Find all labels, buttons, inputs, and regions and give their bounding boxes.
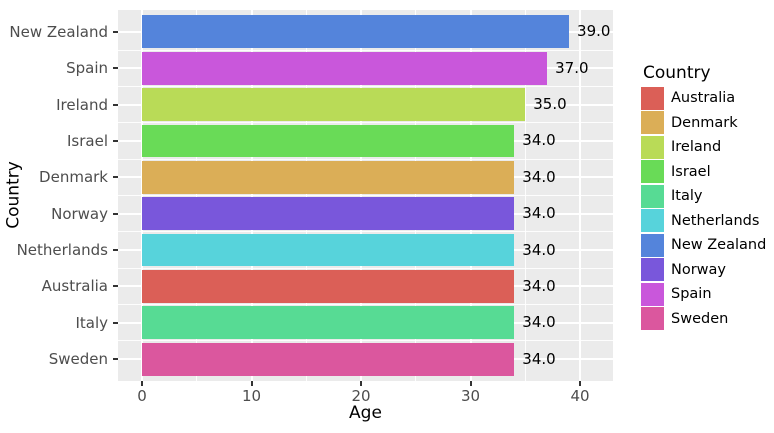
x-tick-label: 20 [351, 387, 371, 405]
y-tick-mark [113, 285, 118, 288]
bar-value-label: 34.0 [522, 204, 556, 223]
bar [142, 342, 515, 376]
gridline-minor-horizontal [118, 195, 613, 196]
bar [142, 160, 515, 194]
y-tick-label: New Zealand [9, 22, 108, 41]
plot-panel: 39.0 37.0 35.0 34.0 34.0 34.0 34.0 34.0 34.0 34.0 [118, 10, 613, 381]
bar [142, 88, 526, 121]
legend-entry: Denmark [641, 111, 766, 136]
y-tick-label: Denmark [39, 168, 108, 187]
legend-entry: Netherlands [641, 209, 766, 234]
bar [142, 15, 570, 49]
bar-value-label: 34.0 [522, 313, 556, 332]
legend-entries: Australia Denmark Ireland Israel Italy Nether… [641, 86, 766, 331]
legend-swatch [641, 209, 664, 233]
x-tick-mark [250, 381, 253, 386]
bar [142, 197, 515, 231]
y-tick-mark [113, 103, 118, 106]
bar [142, 233, 515, 267]
y-tick-mark [113, 321, 118, 324]
gridline-minor-horizontal [118, 267, 613, 269]
legend-entry: Italy [641, 184, 766, 209]
legend-swatch [641, 282, 664, 306]
y-tick-label: Norway [51, 204, 108, 223]
y-tick-mark [113, 30, 118, 33]
bar-value-label: 35.0 [533, 95, 567, 114]
legend: Country Australia Denmark Ireland Israel Ita… [641, 63, 766, 331]
legend-swatch [641, 258, 664, 282]
x-tick-label: 0 [137, 387, 147, 405]
legend-swatch [641, 233, 664, 257]
legend-swatch [641, 135, 664, 159]
gridline-minor-horizontal [118, 231, 613, 233]
bar-value-label: 34.0 [522, 167, 556, 186]
x-tick-mark [360, 381, 362, 386]
legend-entry: Australia [641, 86, 766, 111]
legend-swatch [641, 307, 664, 331]
bar-value-label: 34.0 [522, 349, 556, 368]
x-tick-mark [469, 381, 472, 386]
y-tick-label: Australia [41, 277, 108, 296]
legend-entry-label: New Zealand [671, 237, 767, 254]
y-tick-label: Ireland [56, 95, 108, 114]
y-tick-label: Netherlands [16, 241, 108, 260]
legend-entry: Norway [641, 258, 766, 283]
legend-entry-label: Australia [671, 90, 736, 107]
legend-entry-label: Netherlands [671, 212, 760, 229]
bar-value-label: 37.0 [555, 58, 589, 77]
legend-swatch [641, 86, 664, 110]
y-tick-label: Spain [66, 59, 108, 78]
gridline-minor-horizontal [118, 85, 613, 87]
x-tick-mark [579, 381, 581, 386]
x-tick-label: 40 [570, 387, 590, 405]
y-tick-label: Israel [67, 131, 108, 150]
bar [142, 270, 515, 303]
legend-entry: Spain [641, 282, 766, 307]
y-tick-mark [113, 67, 118, 70]
bar-value-label: 34.0 [522, 131, 556, 150]
gridline-minor-horizontal [118, 340, 613, 342]
gridline-minor-horizontal [118, 158, 613, 160]
x-tick-mark [141, 381, 143, 386]
bar [142, 306, 515, 340]
y-tick-mark [113, 176, 118, 179]
gridline-minor-horizontal [118, 304, 613, 306]
legend-entry-label: Spain [671, 286, 712, 303]
bar [142, 124, 515, 158]
legend-swatch [641, 160, 664, 184]
legend-entry-label: Italy [671, 188, 703, 205]
y-tick-mark [113, 139, 118, 142]
bar-value-label: 39.0 [577, 22, 611, 41]
y-tick-mark [113, 249, 118, 252]
legend-entry-label: Denmark [671, 114, 738, 131]
y-tick-label: Italy [75, 313, 108, 332]
legend-entry-label: Norway [671, 261, 727, 278]
y-tick-mark [113, 212, 118, 215]
gridline-minor-horizontal [118, 49, 613, 51]
legend-title: Country [643, 63, 711, 83]
legend-entry: Sweden [641, 307, 766, 332]
legend-entry: Israel [641, 160, 766, 185]
legend-entry: Ireland [641, 135, 766, 160]
legend-entry-label: Ireland [671, 139, 722, 156]
bars-layer: 39.0 37.0 35.0 34.0 34.0 34.0 34.0 34.0 34.0 34.0 [118, 10, 613, 381]
bar-value-label: 34.0 [522, 276, 556, 295]
y-tick-mark [113, 358, 118, 361]
legend-entry-label: Sweden [671, 310, 729, 327]
legend-swatch [641, 111, 664, 135]
x-tick-label: 30 [460, 387, 481, 405]
y-tick-label: Sweden [48, 350, 108, 369]
legend-entry: New Zealand [641, 233, 766, 258]
y-axis-title: Country [3, 161, 24, 229]
gridline-minor-horizontal [118, 122, 613, 124]
x-axis-title: Age [349, 403, 382, 423]
bar-value-label: 34.0 [522, 240, 556, 259]
legend-swatch [641, 184, 664, 208]
x-tick-label: 10 [241, 387, 262, 405]
bar [142, 51, 548, 85]
legend-entry-label: Israel [671, 163, 711, 180]
